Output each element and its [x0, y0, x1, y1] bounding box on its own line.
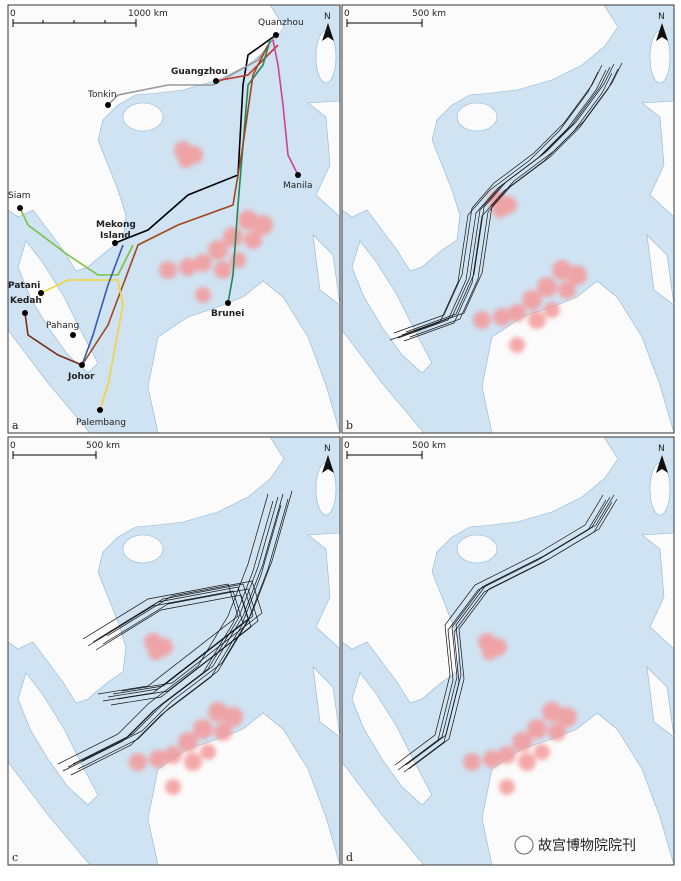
scale-start: 0: [10, 441, 16, 451]
place: Mekong: [96, 220, 136, 230]
scale-start: 0: [10, 9, 16, 19]
scale-end: 500 km: [412, 9, 446, 19]
north: N: [324, 12, 331, 22]
panel-d: 0 500 km N d 故宫博物院院刊: [341, 436, 675, 866]
scale-end: 1000 km: [128, 9, 168, 19]
north: N: [658, 444, 665, 454]
watermark-icon: [514, 835, 534, 855]
panel-c: 0 500 km N c: [7, 436, 341, 866]
place: Island: [100, 231, 131, 241]
place: Manila: [283, 181, 313, 191]
place: Quanzhou: [258, 18, 304, 28]
scale-end: 500 km: [86, 441, 120, 451]
scale-start: 0: [344, 9, 350, 19]
panel-label: c: [12, 851, 18, 864]
place: Tonkin: [87, 90, 117, 100]
north: N: [658, 12, 665, 22]
watermark: 故宫博物院院刊: [538, 837, 636, 854]
north: N: [324, 444, 331, 454]
place: Patani: [8, 281, 40, 291]
panel-label: b: [346, 419, 353, 432]
place: Pahang: [46, 321, 79, 331]
scale-end: 500 km: [412, 441, 446, 451]
place: Johor: [67, 372, 95, 382]
panel-b: 0 500 km N b: [341, 4, 675, 434]
place: Kedah: [10, 296, 42, 306]
place: Guangzhou: [171, 67, 228, 77]
place: Palembang: [76, 418, 126, 428]
place: Siam: [8, 191, 31, 201]
scale-start: 0: [344, 441, 350, 451]
panel-a: Quanzhou Guangzhou Tonkin Manila Siam Me…: [7, 4, 341, 434]
panel-label: d: [346, 851, 353, 864]
panel-label: a: [12, 419, 19, 432]
place: Brunei: [211, 309, 244, 319]
